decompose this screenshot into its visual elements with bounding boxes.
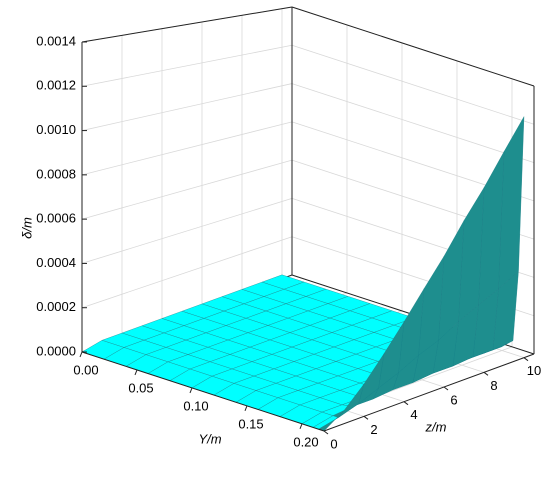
grid-line <box>81 159 293 220</box>
tick-mark <box>363 415 369 420</box>
x-tick-label: 0.20 <box>293 434 318 449</box>
z-axis-title: δ/m <box>19 217 34 239</box>
grid-line <box>81 83 293 131</box>
tick-mark <box>483 371 489 376</box>
grid-line <box>81 198 293 264</box>
y-tick-label: 0 <box>330 436 337 451</box>
x-axis-title: Y/m <box>198 431 221 446</box>
x-tick-label: 0.15 <box>238 416 263 431</box>
x-tick-label: 0.05 <box>128 380 153 395</box>
y-tick-label: 2 <box>370 422 377 437</box>
axis-edge <box>323 353 535 432</box>
tick-mark <box>323 430 329 435</box>
tick-mark <box>443 386 449 391</box>
tick-mark <box>523 357 529 362</box>
z-tick-label: 0.0012 <box>36 78 76 93</box>
y-tick-label: 8 <box>490 378 497 393</box>
grid-line <box>81 121 293 176</box>
grid-line <box>81 44 293 87</box>
z-tick-label: 0.0006 <box>36 211 76 226</box>
tick-mark <box>79 351 83 358</box>
tick-mark <box>299 423 303 430</box>
y-axis-title: z/m <box>425 419 447 434</box>
grid-line <box>81 236 293 309</box>
surface-cell <box>498 116 525 290</box>
tick-mark <box>134 369 138 376</box>
grid-line <box>291 44 535 125</box>
axis-edge <box>81 351 325 432</box>
tick-mark <box>244 405 248 412</box>
z-tick-label: 0.0004 <box>36 255 76 270</box>
z-tick-label: 0.0002 <box>36 299 76 314</box>
tick-mark <box>403 401 409 406</box>
x-tick-label: 0.10 <box>183 398 208 413</box>
x-tick-label: 0.00 <box>73 362 98 377</box>
axis-edge <box>81 6 293 43</box>
z-tick-label: 0.0008 <box>36 166 76 181</box>
y-tick-label: 10 <box>527 363 541 378</box>
grid-line <box>291 83 535 163</box>
z-tick-label: 0.0010 <box>36 122 76 137</box>
axis-edge <box>291 6 535 87</box>
y-tick-label: 4 <box>410 407 417 422</box>
y-tick-label: 6 <box>450 392 457 407</box>
tick-mark <box>189 387 193 394</box>
z-tick-label: 0.0014 <box>36 33 76 48</box>
z-tick-label: 0.0000 <box>36 343 76 358</box>
